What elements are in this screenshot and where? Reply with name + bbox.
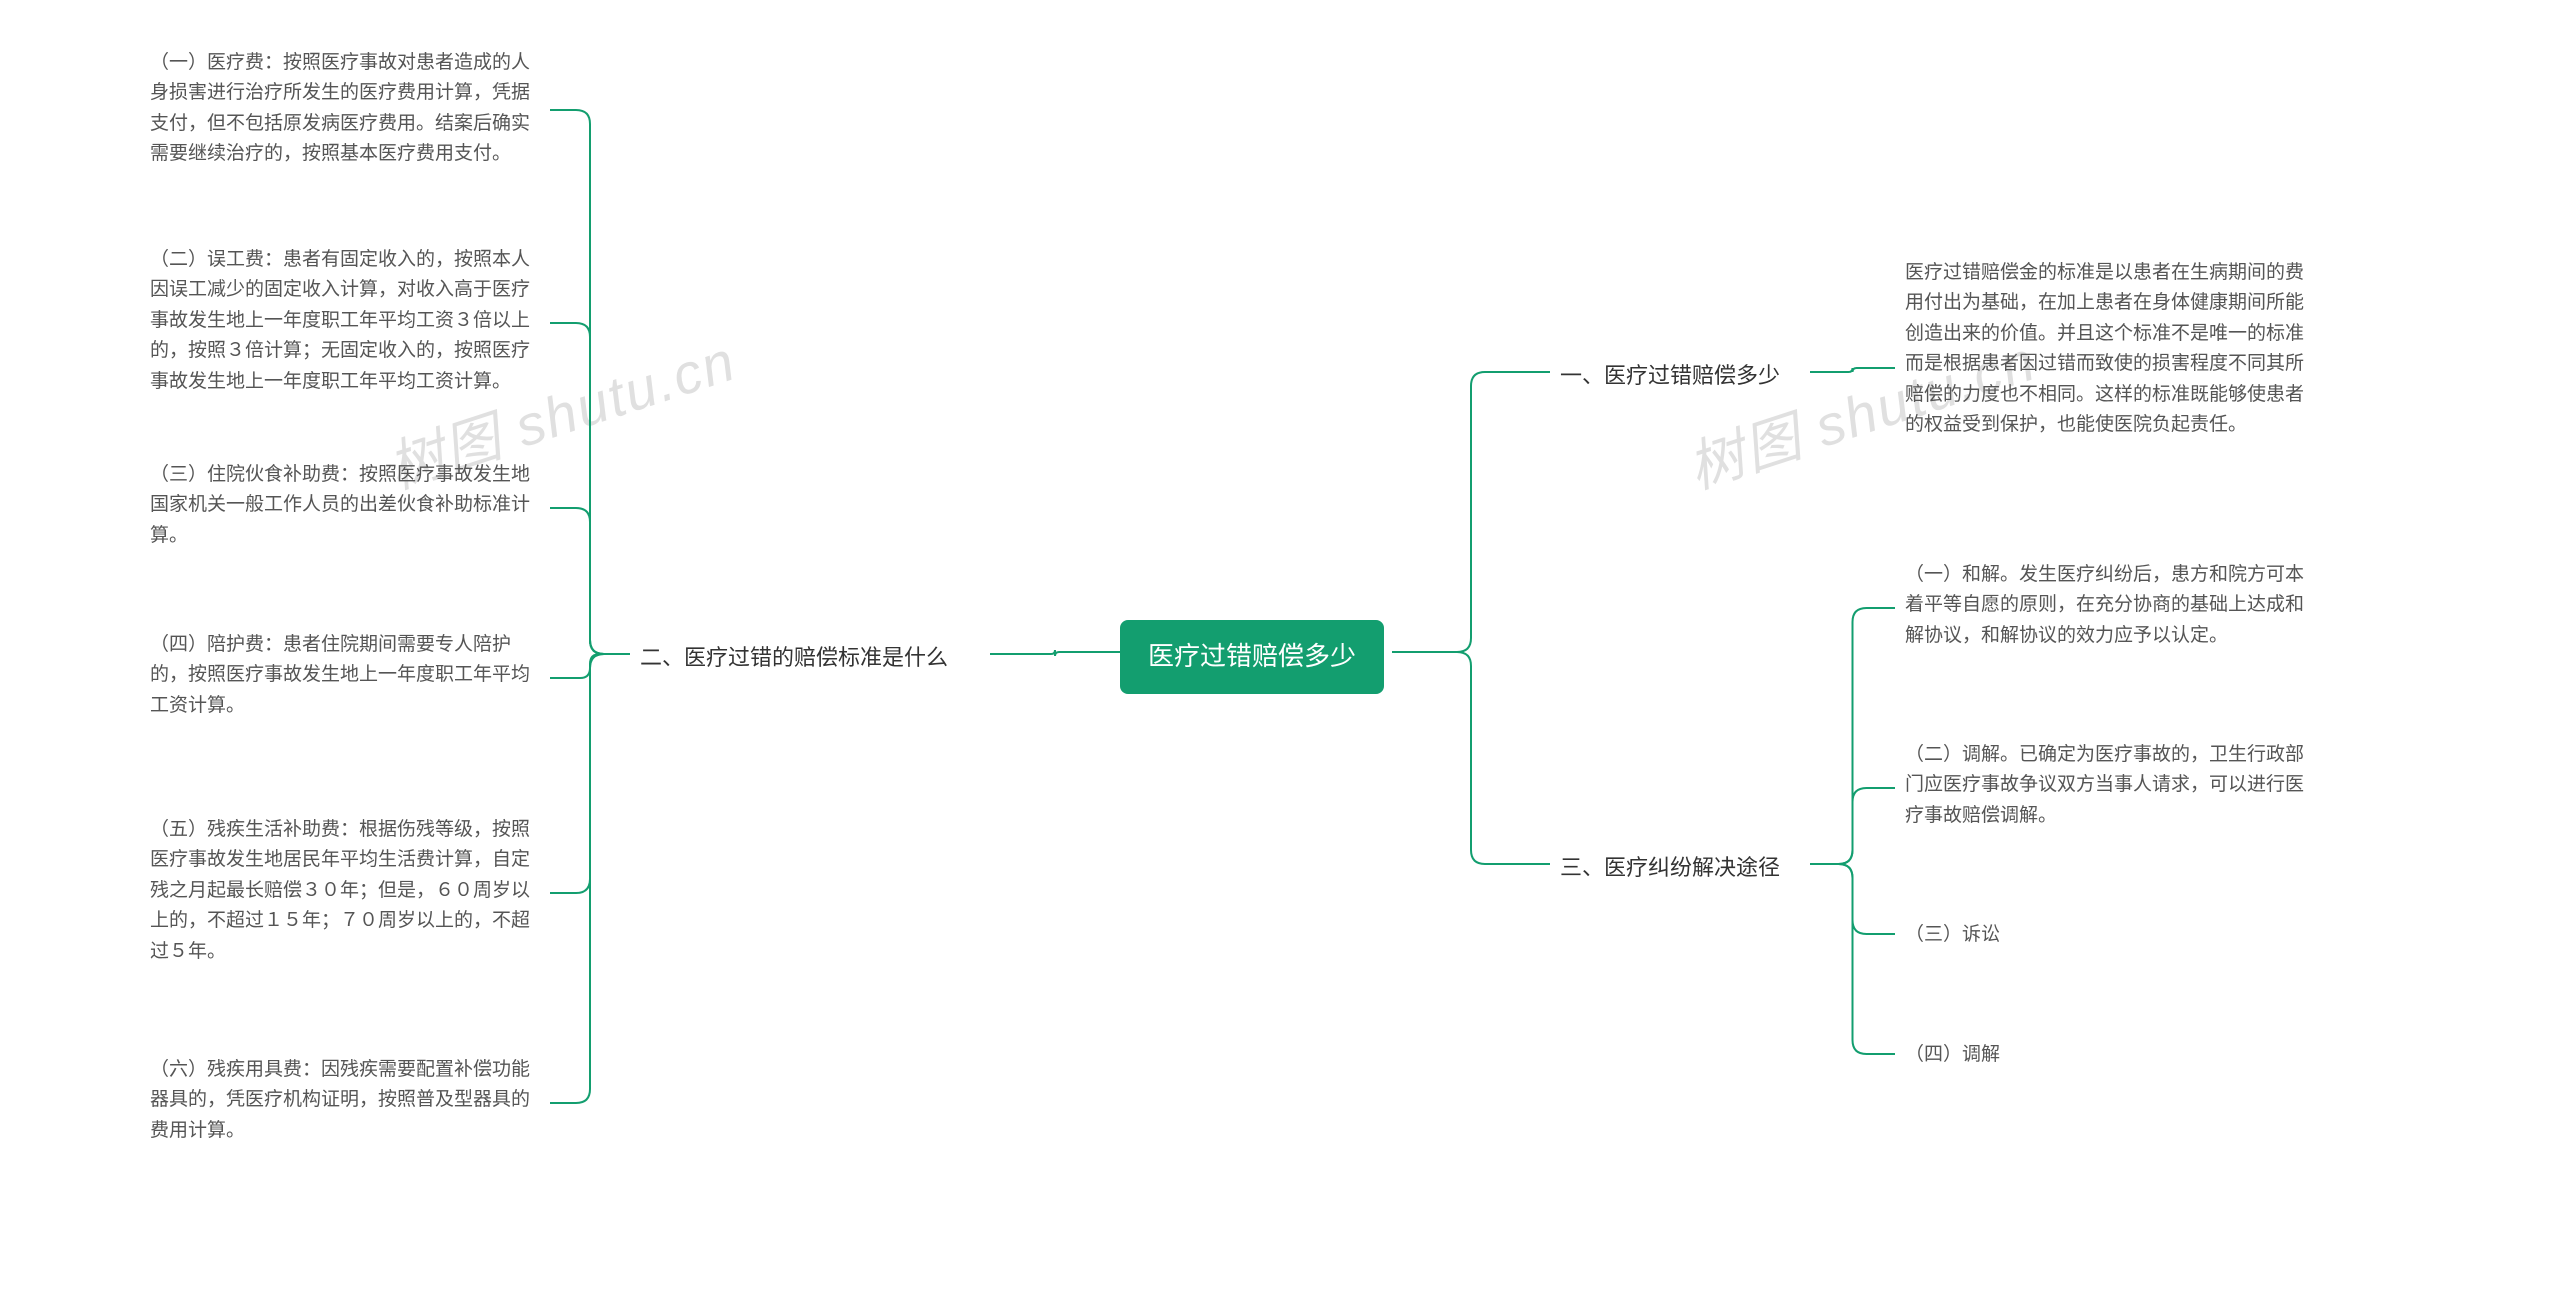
right-branch-2-label: 三、医疗纠纷解决途径 <box>1560 850 1780 885</box>
right-branch-2-leaf-4: （四）调解 <box>1905 1040 2105 1070</box>
left-leaf-5: （五）残疾生活补助费：根据伤残等级，按照医疗事故发生地居民年平均生活费计算，自定… <box>150 815 540 967</box>
left-leaf-4: （四）陪护费：患者住院期间需要专人陪护的，按照医疗事故发生地上一年度职工年平均工… <box>150 630 540 721</box>
left-leaf-2: （二）误工费：患者有固定收入的，按照本人因误工减少的固定收入计算，对收入高于医疗… <box>150 245 540 397</box>
left-leaf-3: （三）住院伙食补助费：按照医疗事故发生地国家机关一般工作人员的出差伙食补助标准计… <box>150 460 540 551</box>
left-leaf-1: （一）医疗费：按照医疗事故对患者造成的人身损害进行治疗所发生的医疗费用计算，凭据… <box>150 48 540 170</box>
right-branch-1-leaf-1: 医疗过错赔偿金的标准是以患者在生病期间的费用付出为基础，在加上患者在身体健康期间… <box>1905 258 2305 440</box>
right-branch-2-leaf-1: （一）和解。发生医疗纠纷后，患方和院方可本着平等自愿的原则，在充分协商的基础上达… <box>1905 560 2305 651</box>
right-branch-1-label: 一、医疗过错赔偿多少 <box>1560 358 1780 393</box>
right-branch-2-leaf-3: （三）诉讼 <box>1905 920 2105 950</box>
left-branch-label: 二、医疗过错的赔偿标准是什么 <box>640 640 948 675</box>
left-leaf-6: （六）残疾用具费：因残疾需要配置补偿功能器具的，凭医疗机构证明，按照普及型器具的… <box>150 1055 540 1146</box>
right-branch-2-leaf-2: （二）调解。已确定为医疗事故的，卫生行政部门应医疗事故争议双方当事人请求，可以进… <box>1905 740 2305 831</box>
center-node: 医疗过错赔偿多少 <box>1120 620 1384 694</box>
